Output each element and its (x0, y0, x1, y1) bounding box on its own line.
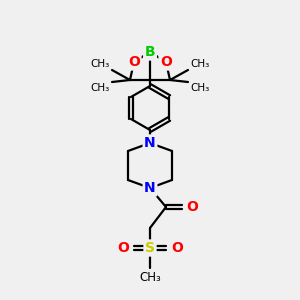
Text: N: N (144, 136, 156, 150)
Text: O: O (160, 55, 172, 69)
Text: O: O (117, 241, 129, 255)
Text: CH₃: CH₃ (190, 83, 209, 93)
Text: O: O (171, 241, 183, 255)
Text: CH₃: CH₃ (190, 59, 209, 69)
Text: S: S (145, 241, 155, 255)
Text: CH₃: CH₃ (91, 83, 110, 93)
Text: B: B (145, 45, 155, 59)
Text: CH₃: CH₃ (139, 271, 161, 284)
Text: CH₃: CH₃ (91, 59, 110, 69)
Text: O: O (186, 200, 198, 214)
Text: O: O (128, 55, 140, 69)
Text: N: N (144, 181, 156, 195)
